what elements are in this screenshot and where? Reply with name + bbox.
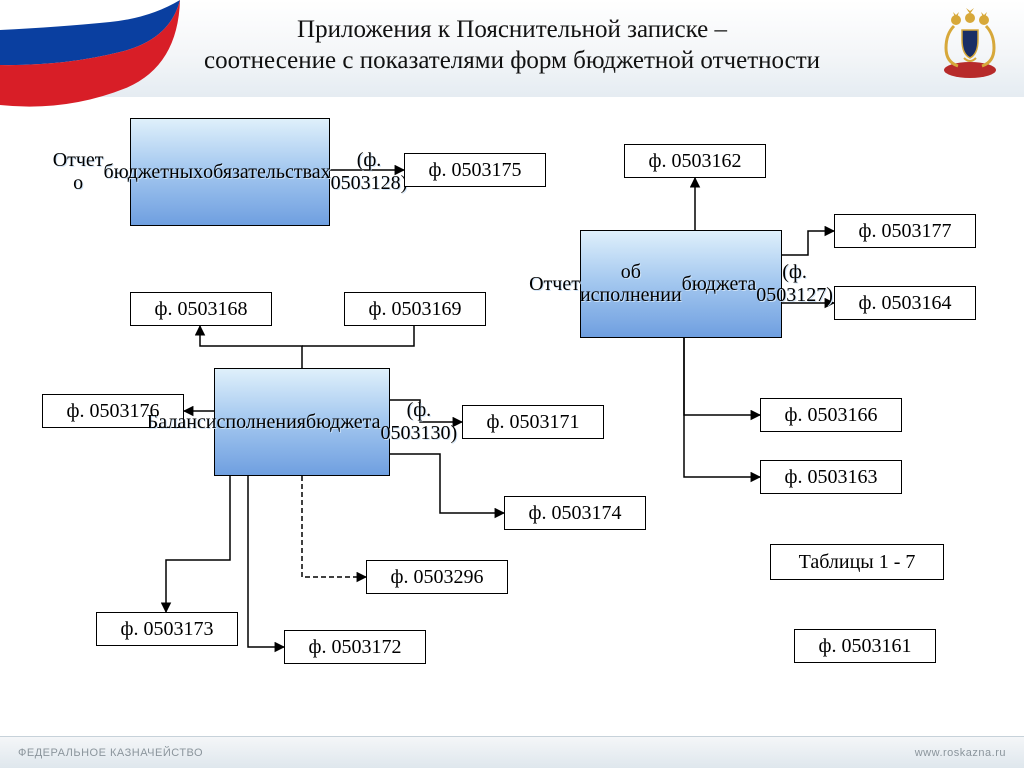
node-f164-line0: ф. 0503164 — [859, 292, 952, 315]
node-f174-line0: ф. 0503174 — [529, 502, 622, 525]
node-f174: ф. 0503174 — [504, 496, 646, 530]
node-n130-line3: (ф. 0503130) — [381, 399, 458, 445]
slide-stage: Приложения к Пояснительной записке – соо… — [0, 0, 1024, 768]
edge — [390, 454, 504, 513]
node-f166-line0: ф. 0503166 — [785, 404, 878, 427]
edge — [302, 476, 366, 577]
node-f164: ф. 0503164 — [834, 286, 976, 320]
node-f172-line0: ф. 0503172 — [309, 636, 402, 659]
edge — [302, 326, 414, 346]
node-n130-line2: бюджета — [306, 411, 381, 434]
node-n130-line1: исполнения — [206, 411, 306, 434]
node-f163-line0: ф. 0503163 — [785, 466, 878, 489]
node-f175-line0: ф. 0503175 — [429, 159, 522, 182]
node-n127-line1: об исполнении — [580, 261, 682, 307]
footer-bar: ФЕДЕРАЛЬНОЕ КАЗНАЧЕЙСТВО www.roskazna.ru — [0, 736, 1024, 768]
node-n128-line2: обязательствах — [203, 161, 331, 184]
node-f166: ф. 0503166 — [760, 398, 902, 432]
footer-left: ФЕДЕРАЛЬНОЕ КАЗНАЧЕЙСТВО — [18, 747, 203, 759]
node-f176-line0: ф. 0503176 — [67, 400, 160, 423]
node-f171-line0: ф. 0503171 — [487, 411, 580, 434]
node-n128-line1: бюджетных — [104, 161, 204, 184]
title-line1: Приложения к Пояснительной записке – — [297, 16, 727, 43]
node-n130: Балансисполнениябюджета(ф. 0503130) — [214, 368, 390, 476]
edge — [200, 326, 302, 368]
edge — [684, 338, 760, 477]
edge — [166, 476, 230, 612]
node-f173: ф. 0503173 — [96, 612, 238, 646]
node-n127-line2: бюджета — [682, 273, 757, 296]
node-tbl-line0: Таблицы 1 - 7 — [799, 551, 916, 574]
node-f169-line0: ф. 0503169 — [369, 298, 462, 321]
node-f175: ф. 0503175 — [404, 153, 546, 187]
slide-title: Приложения к Пояснительной записке – соо… — [0, 14, 1024, 77]
node-f162: ф. 0503162 — [624, 144, 766, 178]
node-f296: ф. 0503296 — [366, 560, 508, 594]
node-n127-line3: (ф. 0503127) — [756, 261, 833, 307]
title-line2: соотнесение с показателями форм бюджетно… — [204, 47, 820, 74]
node-f172: ф. 0503172 — [284, 630, 426, 664]
node-f177-line0: ф. 0503177 — [859, 220, 952, 243]
node-n127-line0: Отчет — [529, 273, 580, 296]
edge — [684, 338, 760, 415]
node-f296-line0: ф. 0503296 — [391, 566, 484, 589]
edge — [782, 231, 834, 255]
node-n128: Отчет обюджетныхобязательствах(ф. 050312… — [130, 118, 330, 226]
node-f161-line0: ф. 0503161 — [819, 635, 912, 658]
node-n127: Отчетоб исполнениибюджета(ф. 0503127) — [580, 230, 782, 338]
node-f177: ф. 0503177 — [834, 214, 976, 248]
node-f173-line0: ф. 0503173 — [121, 618, 214, 641]
edge — [248, 476, 284, 647]
node-f162-line0: ф. 0503162 — [649, 150, 742, 173]
node-n128-line3: (ф. 0503128) — [331, 149, 408, 195]
node-f169: ф. 0503169 — [344, 292, 486, 326]
footer-right: www.roskazna.ru — [915, 747, 1006, 759]
node-f171: ф. 0503171 — [462, 405, 604, 439]
node-tbl: Таблицы 1 - 7 — [770, 544, 944, 580]
node-n130-line0: Баланс — [147, 411, 206, 434]
treasury-emblem-icon — [934, 8, 1006, 86]
node-n128-line0: Отчет о — [53, 149, 104, 195]
node-f161: ф. 0503161 — [794, 629, 936, 663]
node-f163: ф. 0503163 — [760, 460, 902, 494]
node-f168: ф. 0503168 — [130, 292, 272, 326]
node-f168-line0: ф. 0503168 — [155, 298, 248, 321]
